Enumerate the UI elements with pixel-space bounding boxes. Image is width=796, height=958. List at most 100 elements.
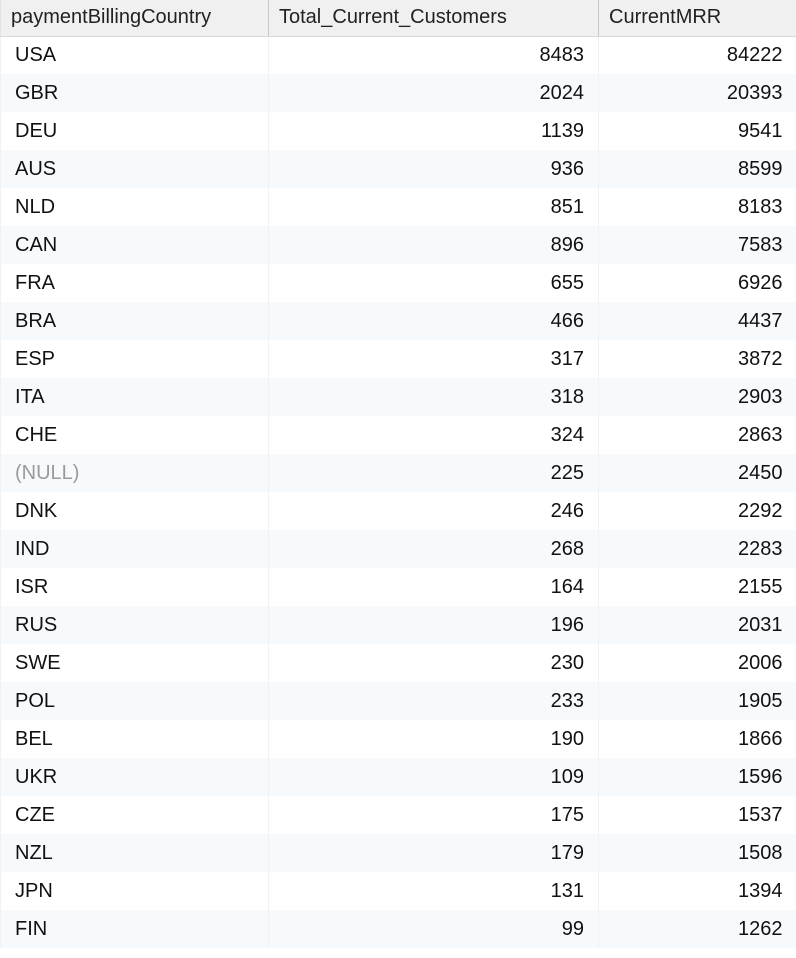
cell-country: ITA xyxy=(1,378,269,416)
cell-mrr: 1866 xyxy=(599,720,796,758)
cell-country: NLD xyxy=(1,188,269,226)
cell-customers: 175 xyxy=(269,796,599,834)
cell-mrr: 7583 xyxy=(599,226,796,264)
table-row[interactable]: CZE1751537 xyxy=(1,796,796,834)
cell-mrr: 1596 xyxy=(599,758,796,796)
table-row[interactable]: IND2682283 xyxy=(1,530,796,568)
cell-country: CZE xyxy=(1,796,269,834)
cell-country: JPN xyxy=(1,872,269,910)
cell-customers: 324 xyxy=(269,416,599,454)
cell-country: ISR xyxy=(1,568,269,606)
table-row[interactable]: ITA3182903 xyxy=(1,378,796,416)
cell-customers: 225 xyxy=(269,454,599,492)
cell-customers: 2024 xyxy=(269,74,599,112)
cell-customers: 1139 xyxy=(269,112,599,150)
cell-mrr: 6926 xyxy=(599,264,796,302)
table-row[interactable]: CAN8967583 xyxy=(1,226,796,264)
cell-customers: 268 xyxy=(269,530,599,568)
cell-customers: 99 xyxy=(269,910,599,948)
cell-customers: 164 xyxy=(269,568,599,606)
table-row[interactable]: DNK2462292 xyxy=(1,492,796,530)
table-row[interactable]: GBR202420393 xyxy=(1,74,796,112)
table-row[interactable]: JPN1311394 xyxy=(1,872,796,910)
cell-country: FIN xyxy=(1,910,269,948)
table-header-row: paymentBillingCountry Total_Current_Cust… xyxy=(1,0,796,36)
cell-country: NZL xyxy=(1,834,269,872)
cell-mrr: 1905 xyxy=(599,682,796,720)
cell-customers: 936 xyxy=(269,150,599,188)
cell-country: AUS xyxy=(1,150,269,188)
cell-country: RUS xyxy=(1,606,269,644)
cell-customers: 8483 xyxy=(269,36,599,74)
table-row[interactable]: AUS9368599 xyxy=(1,150,796,188)
cell-customers: 246 xyxy=(269,492,599,530)
cell-mrr: 9541 xyxy=(599,112,796,150)
col-header-customers[interactable]: Total_Current_Customers xyxy=(269,0,599,36)
table-row[interactable]: ESP3173872 xyxy=(1,340,796,378)
cell-customers: 318 xyxy=(269,378,599,416)
table-row[interactable]: FRA6556926 xyxy=(1,264,796,302)
cell-mrr: 2031 xyxy=(599,606,796,644)
cell-mrr: 1394 xyxy=(599,872,796,910)
table-row[interactable]: CHE3242863 xyxy=(1,416,796,454)
cell-country: POL xyxy=(1,682,269,720)
cell-mrr: 2155 xyxy=(599,568,796,606)
cell-customers: 896 xyxy=(269,226,599,264)
cell-mrr: 1508 xyxy=(599,834,796,872)
table-row[interactable]: NLD8518183 xyxy=(1,188,796,226)
cell-mrr: 20393 xyxy=(599,74,796,112)
table-row[interactable]: DEU11399541 xyxy=(1,112,796,150)
cell-country: IND xyxy=(1,530,269,568)
cell-country: CHE xyxy=(1,416,269,454)
table-row[interactable]: USA848384222 xyxy=(1,36,796,74)
table-header: paymentBillingCountry Total_Current_Cust… xyxy=(1,0,796,36)
table-row[interactable]: RUS1962031 xyxy=(1,606,796,644)
cell-mrr: 84222 xyxy=(599,36,796,74)
cell-mrr: 3872 xyxy=(599,340,796,378)
col-header-country[interactable]: paymentBillingCountry xyxy=(1,0,269,36)
table-row[interactable]: BRA4664437 xyxy=(1,302,796,340)
table-row[interactable]: BEL1901866 xyxy=(1,720,796,758)
cell-country: DEU xyxy=(1,112,269,150)
cell-mrr: 2292 xyxy=(599,492,796,530)
table-row[interactable]: ISR1642155 xyxy=(1,568,796,606)
cell-country: GBR xyxy=(1,74,269,112)
cell-country: UKR xyxy=(1,758,269,796)
cell-mrr: 1537 xyxy=(599,796,796,834)
cell-mrr: 4437 xyxy=(599,302,796,340)
table-row[interactable]: POL2331905 xyxy=(1,682,796,720)
col-header-mrr[interactable]: CurrentMRR xyxy=(599,0,796,36)
cell-customers: 179 xyxy=(269,834,599,872)
cell-customers: 230 xyxy=(269,644,599,682)
cell-customers: 131 xyxy=(269,872,599,910)
cell-country: FRA xyxy=(1,264,269,302)
cell-mrr: 2283 xyxy=(599,530,796,568)
table-row[interactable]: (NULL)2252450 xyxy=(1,454,796,492)
table-body: USA848384222GBR202420393DEU11399541AUS93… xyxy=(1,36,796,948)
cell-customers: 466 xyxy=(269,302,599,340)
cell-country: BRA xyxy=(1,302,269,340)
cell-customers: 190 xyxy=(269,720,599,758)
cell-mrr: 2863 xyxy=(599,416,796,454)
cell-country: USA xyxy=(1,36,269,74)
cell-country: ESP xyxy=(1,340,269,378)
table-row[interactable]: FIN991262 xyxy=(1,910,796,948)
cell-customers: 109 xyxy=(269,758,599,796)
cell-country: CAN xyxy=(1,226,269,264)
cell-country: SWE xyxy=(1,644,269,682)
cell-country: DNK xyxy=(1,492,269,530)
cell-customers: 655 xyxy=(269,264,599,302)
cell-country: BEL xyxy=(1,720,269,758)
table-row[interactable]: SWE2302006 xyxy=(1,644,796,682)
cell-mrr: 2450 xyxy=(599,454,796,492)
cell-mrr: 1262 xyxy=(599,910,796,948)
cell-country: (NULL) xyxy=(1,454,269,492)
table-row[interactable]: UKR1091596 xyxy=(1,758,796,796)
cell-customers: 233 xyxy=(269,682,599,720)
cell-customers: 196 xyxy=(269,606,599,644)
cell-mrr: 8599 xyxy=(599,150,796,188)
data-table: paymentBillingCountry Total_Current_Cust… xyxy=(0,0,796,948)
cell-mrr: 2006 xyxy=(599,644,796,682)
cell-customers: 317 xyxy=(269,340,599,378)
table-row[interactable]: NZL1791508 xyxy=(1,834,796,872)
